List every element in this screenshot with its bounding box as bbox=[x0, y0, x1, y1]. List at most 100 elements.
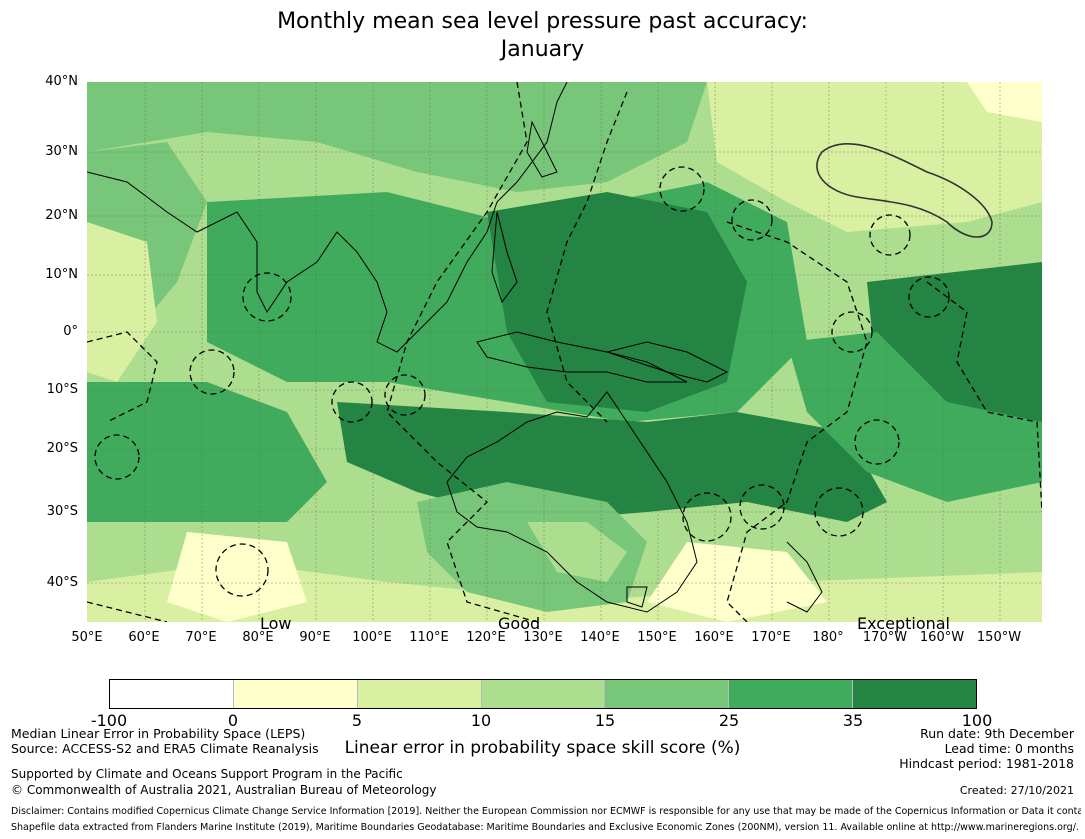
eez-line-central bbox=[546, 91, 628, 423]
eez-boundaries bbox=[87, 82, 1042, 622]
hawaii-eez-outline bbox=[816, 143, 993, 238]
lon-label-60e: 60°E bbox=[128, 630, 160, 645]
lat-label-20n: 20°N bbox=[45, 208, 78, 223]
run-date-text: Run date: 9th December bbox=[920, 726, 1074, 741]
eez-line-pacific bbox=[726, 221, 868, 622]
colorbar-tick-5: 5 bbox=[351, 711, 363, 730]
eez-circle-5 bbox=[731, 199, 773, 241]
new-zealand-coastline bbox=[786, 541, 823, 613]
eez-circle-12 bbox=[814, 487, 864, 537]
lon-label-90e: 90°E bbox=[299, 630, 331, 645]
region-tasman-very-low bbox=[647, 542, 827, 622]
region-australia-interior bbox=[527, 522, 627, 582]
colorbar bbox=[109, 679, 977, 709]
eez-line-indian bbox=[87, 331, 158, 423]
source-text: Source: ACCESS-S2 and ERA5 Climate Reana… bbox=[11, 741, 319, 756]
lon-label-50e: 50°E bbox=[71, 630, 103, 645]
colorbar-segment-2 bbox=[232, 680, 357, 708]
support-text: Supported by Climate and Oceans Support … bbox=[11, 767, 403, 781]
method-text: Median Linear Error in Probability Space… bbox=[11, 726, 306, 741]
shapefile-credit-text: Shapefile data extracted from Flanders M… bbox=[11, 822, 1079, 833]
lat-label-20s: 20°S bbox=[46, 441, 78, 456]
lon-label-150w: 150°W bbox=[976, 630, 1022, 645]
eez-circle-3 bbox=[384, 374, 426, 416]
new-guinea-coastline bbox=[605, 341, 729, 383]
asia-coastline bbox=[87, 82, 568, 353]
skill-label-good: Good bbox=[498, 614, 541, 633]
hindcast-text: Hindcast period: 1981-2018 bbox=[899, 756, 1074, 771]
region-sw-pacific-good bbox=[787, 332, 1042, 502]
eez-line-west bbox=[386, 82, 538, 622]
colorbar-segment-3 bbox=[356, 680, 481, 708]
lon-label-150e: 150°E bbox=[637, 630, 677, 645]
colorbar-tick-35: 35 bbox=[842, 711, 864, 730]
coastlines bbox=[87, 82, 823, 613]
colorbar-segment-5 bbox=[604, 680, 729, 708]
eez-line-east bbox=[926, 281, 1042, 513]
colorbar-tick-15: 15 bbox=[594, 711, 616, 730]
eez-circle-1 bbox=[189, 349, 235, 395]
colorbar-tick-0: 0 bbox=[227, 711, 239, 730]
eez-circle-4 bbox=[659, 166, 705, 212]
eez-circle-8 bbox=[908, 276, 950, 318]
skill-map bbox=[87, 82, 1042, 622]
lon-label-160w: 160°W bbox=[919, 630, 965, 645]
eez-circle-11 bbox=[739, 484, 785, 530]
eez-circle-6 bbox=[869, 214, 911, 256]
lat-label-30s: 30°S bbox=[46, 504, 78, 519]
lon-label-70e: 70°E bbox=[185, 630, 217, 645]
lat-label-10n: 10°N bbox=[45, 267, 78, 282]
region-north-mid bbox=[87, 82, 707, 192]
lon-label-170e: 170°E bbox=[751, 630, 791, 645]
region-far-south-low bbox=[87, 562, 1042, 622]
skill-label-exceptional: Exceptional bbox=[857, 614, 950, 633]
graticule bbox=[87, 82, 1042, 622]
eez-circle-13 bbox=[854, 419, 900, 465]
map-title: Monthly mean sea level pressure past acc… bbox=[0, 8, 1085, 64]
lon-label-130e: 130°E bbox=[523, 630, 563, 645]
skill-label-low: Low bbox=[260, 614, 292, 633]
created-text: Created: 27/10/2021 bbox=[959, 784, 1074, 797]
region-south-indian-good bbox=[87, 382, 327, 532]
lon-label-160e: 160°E bbox=[694, 630, 734, 645]
lon-label-100e: 100°E bbox=[352, 630, 392, 645]
lat-label-40n: 40°N bbox=[45, 74, 78, 89]
region-north-pacific-low bbox=[707, 82, 1042, 232]
lat-label-0: 0° bbox=[63, 324, 78, 339]
colorbar-tick-10: 10 bbox=[470, 711, 492, 730]
copyright-text: © Commonwealth of Australia 2021, Austra… bbox=[11, 783, 437, 797]
lon-label-140e: 140°E bbox=[580, 630, 620, 645]
region-arabian-low bbox=[87, 222, 157, 382]
australia-coastline bbox=[446, 391, 698, 613]
title-line-2: January bbox=[500, 37, 585, 62]
colorbar-tick-100: 100 bbox=[961, 711, 993, 730]
region-maritime-exceptional bbox=[487, 192, 747, 412]
eez-circle-10 bbox=[94, 434, 140, 480]
lon-label-170w: 170°W bbox=[862, 630, 908, 645]
eez-circle-14 bbox=[682, 492, 732, 542]
lon-label-180: 180° bbox=[812, 630, 844, 645]
region-ne-very-low bbox=[967, 82, 1042, 122]
skill-regions bbox=[87, 82, 1042, 622]
eez-circle-2 bbox=[331, 381, 373, 423]
lat-label-10s: 10°S bbox=[46, 382, 78, 397]
colorbar-segment-1 bbox=[110, 680, 233, 708]
eez-circle-9 bbox=[215, 543, 269, 597]
lead-time-text: Lead time: 0 months bbox=[944, 741, 1074, 756]
title-line-1: Monthly mean sea level pressure past acc… bbox=[277, 9, 808, 34]
colorbar-tick--100: -100 bbox=[90, 711, 128, 730]
lat-label-30n: 30°N bbox=[45, 144, 78, 159]
lat-label-40s: 40°S bbox=[46, 575, 78, 590]
eez-circle-7 bbox=[831, 311, 873, 353]
eez-line-southwest bbox=[87, 601, 168, 622]
tasmania-coastline bbox=[626, 586, 648, 608]
philippines-coastline bbox=[491, 211, 518, 304]
japan-coastline bbox=[526, 120, 558, 178]
colorbar-title: Linear error in probability space skill … bbox=[344, 738, 741, 758]
colorbar-segment-7 bbox=[852, 680, 977, 708]
colorbar-segment-4 bbox=[480, 680, 605, 708]
lon-label-110e: 110°E bbox=[409, 630, 449, 645]
region-australia-land bbox=[417, 482, 647, 612]
colorbar-tick-25: 25 bbox=[718, 711, 740, 730]
eez-circle-15 bbox=[242, 272, 292, 322]
